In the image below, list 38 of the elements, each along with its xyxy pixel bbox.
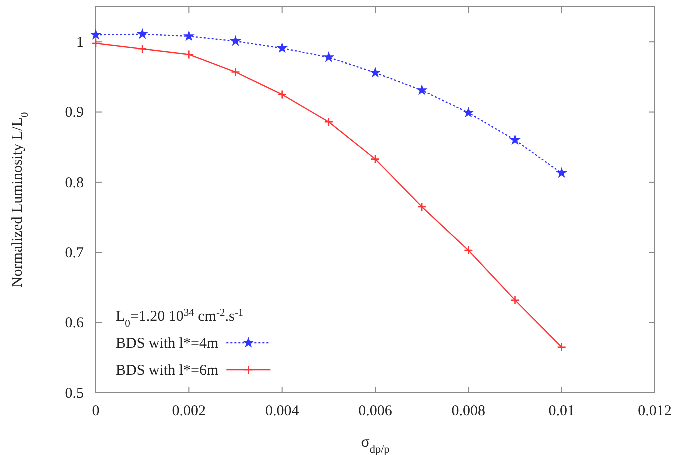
point	[324, 117, 334, 127]
point	[416, 84, 428, 96]
point	[91, 38, 101, 48]
y-tick-label: 1	[76, 34, 84, 51]
point	[510, 296, 520, 306]
point	[138, 44, 148, 54]
x-tick-label: 0.01	[548, 404, 575, 420]
x-tick-label: 0	[92, 404, 100, 420]
point	[90, 29, 102, 40]
x-tick-label: 0.008	[452, 404, 486, 420]
point	[278, 90, 287, 100]
point	[276, 42, 288, 54]
x-tick-label: 0.002	[172, 404, 206, 420]
y-tick-label: 0.5	[65, 386, 84, 402]
x-tick-label: 0.004	[265, 404, 300, 420]
point	[556, 167, 568, 178]
point	[464, 246, 474, 256]
point	[183, 30, 195, 42]
x-tick-label: 0.006	[358, 404, 393, 420]
x-tick-label: 0.012	[638, 404, 672, 420]
point	[323, 52, 335, 62]
point	[231, 68, 240, 77]
point	[230, 35, 242, 46]
point	[370, 67, 382, 78]
point	[510, 134, 521, 146]
y-tick-label: 0.9	[65, 105, 84, 122]
point	[184, 50, 194, 60]
y-tick-label: 0.7	[65, 245, 84, 262]
y-tick-label: 0.8	[65, 175, 84, 192]
legend-label: BDS with l*=4m	[116, 336, 219, 352]
point	[462, 107, 474, 118]
point	[417, 202, 427, 212]
point	[557, 342, 566, 352]
legend-label: BDS with l*=6m	[116, 363, 219, 379]
point	[370, 154, 380, 164]
y-tick-label: 0.6	[65, 316, 84, 332]
point	[136, 28, 148, 40]
legend-title: L$_{0}$=1.20 10$^{34}$ cm$^{-2}$.s$^{-1}$	[116, 308, 244, 330]
